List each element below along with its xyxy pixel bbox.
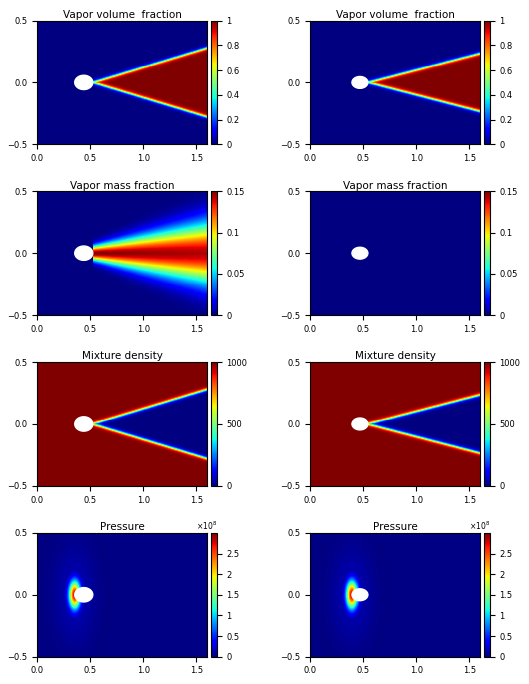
Text: $\times 10^8$: $\times 10^8$ [469,520,490,532]
Title: Vapor mass fraction: Vapor mass fraction [343,181,447,191]
Polygon shape [352,77,368,88]
Title: Vapor mass fraction: Vapor mass fraction [70,181,174,191]
Polygon shape [352,589,368,601]
Polygon shape [352,418,368,430]
Polygon shape [352,247,368,259]
Polygon shape [75,246,93,261]
Title: Vapor volume  fraction: Vapor volume fraction [62,10,181,20]
Polygon shape [75,417,93,431]
Title: Mixture density: Mixture density [81,352,162,361]
Polygon shape [75,75,93,90]
Title: Pressure: Pressure [99,522,144,532]
Text: $\times 10^8$: $\times 10^8$ [196,520,217,532]
Polygon shape [75,588,93,602]
Title: Mixture density: Mixture density [354,352,435,361]
Title: Pressure: Pressure [372,522,417,532]
Title: Vapor volume  fraction: Vapor volume fraction [335,10,454,20]
